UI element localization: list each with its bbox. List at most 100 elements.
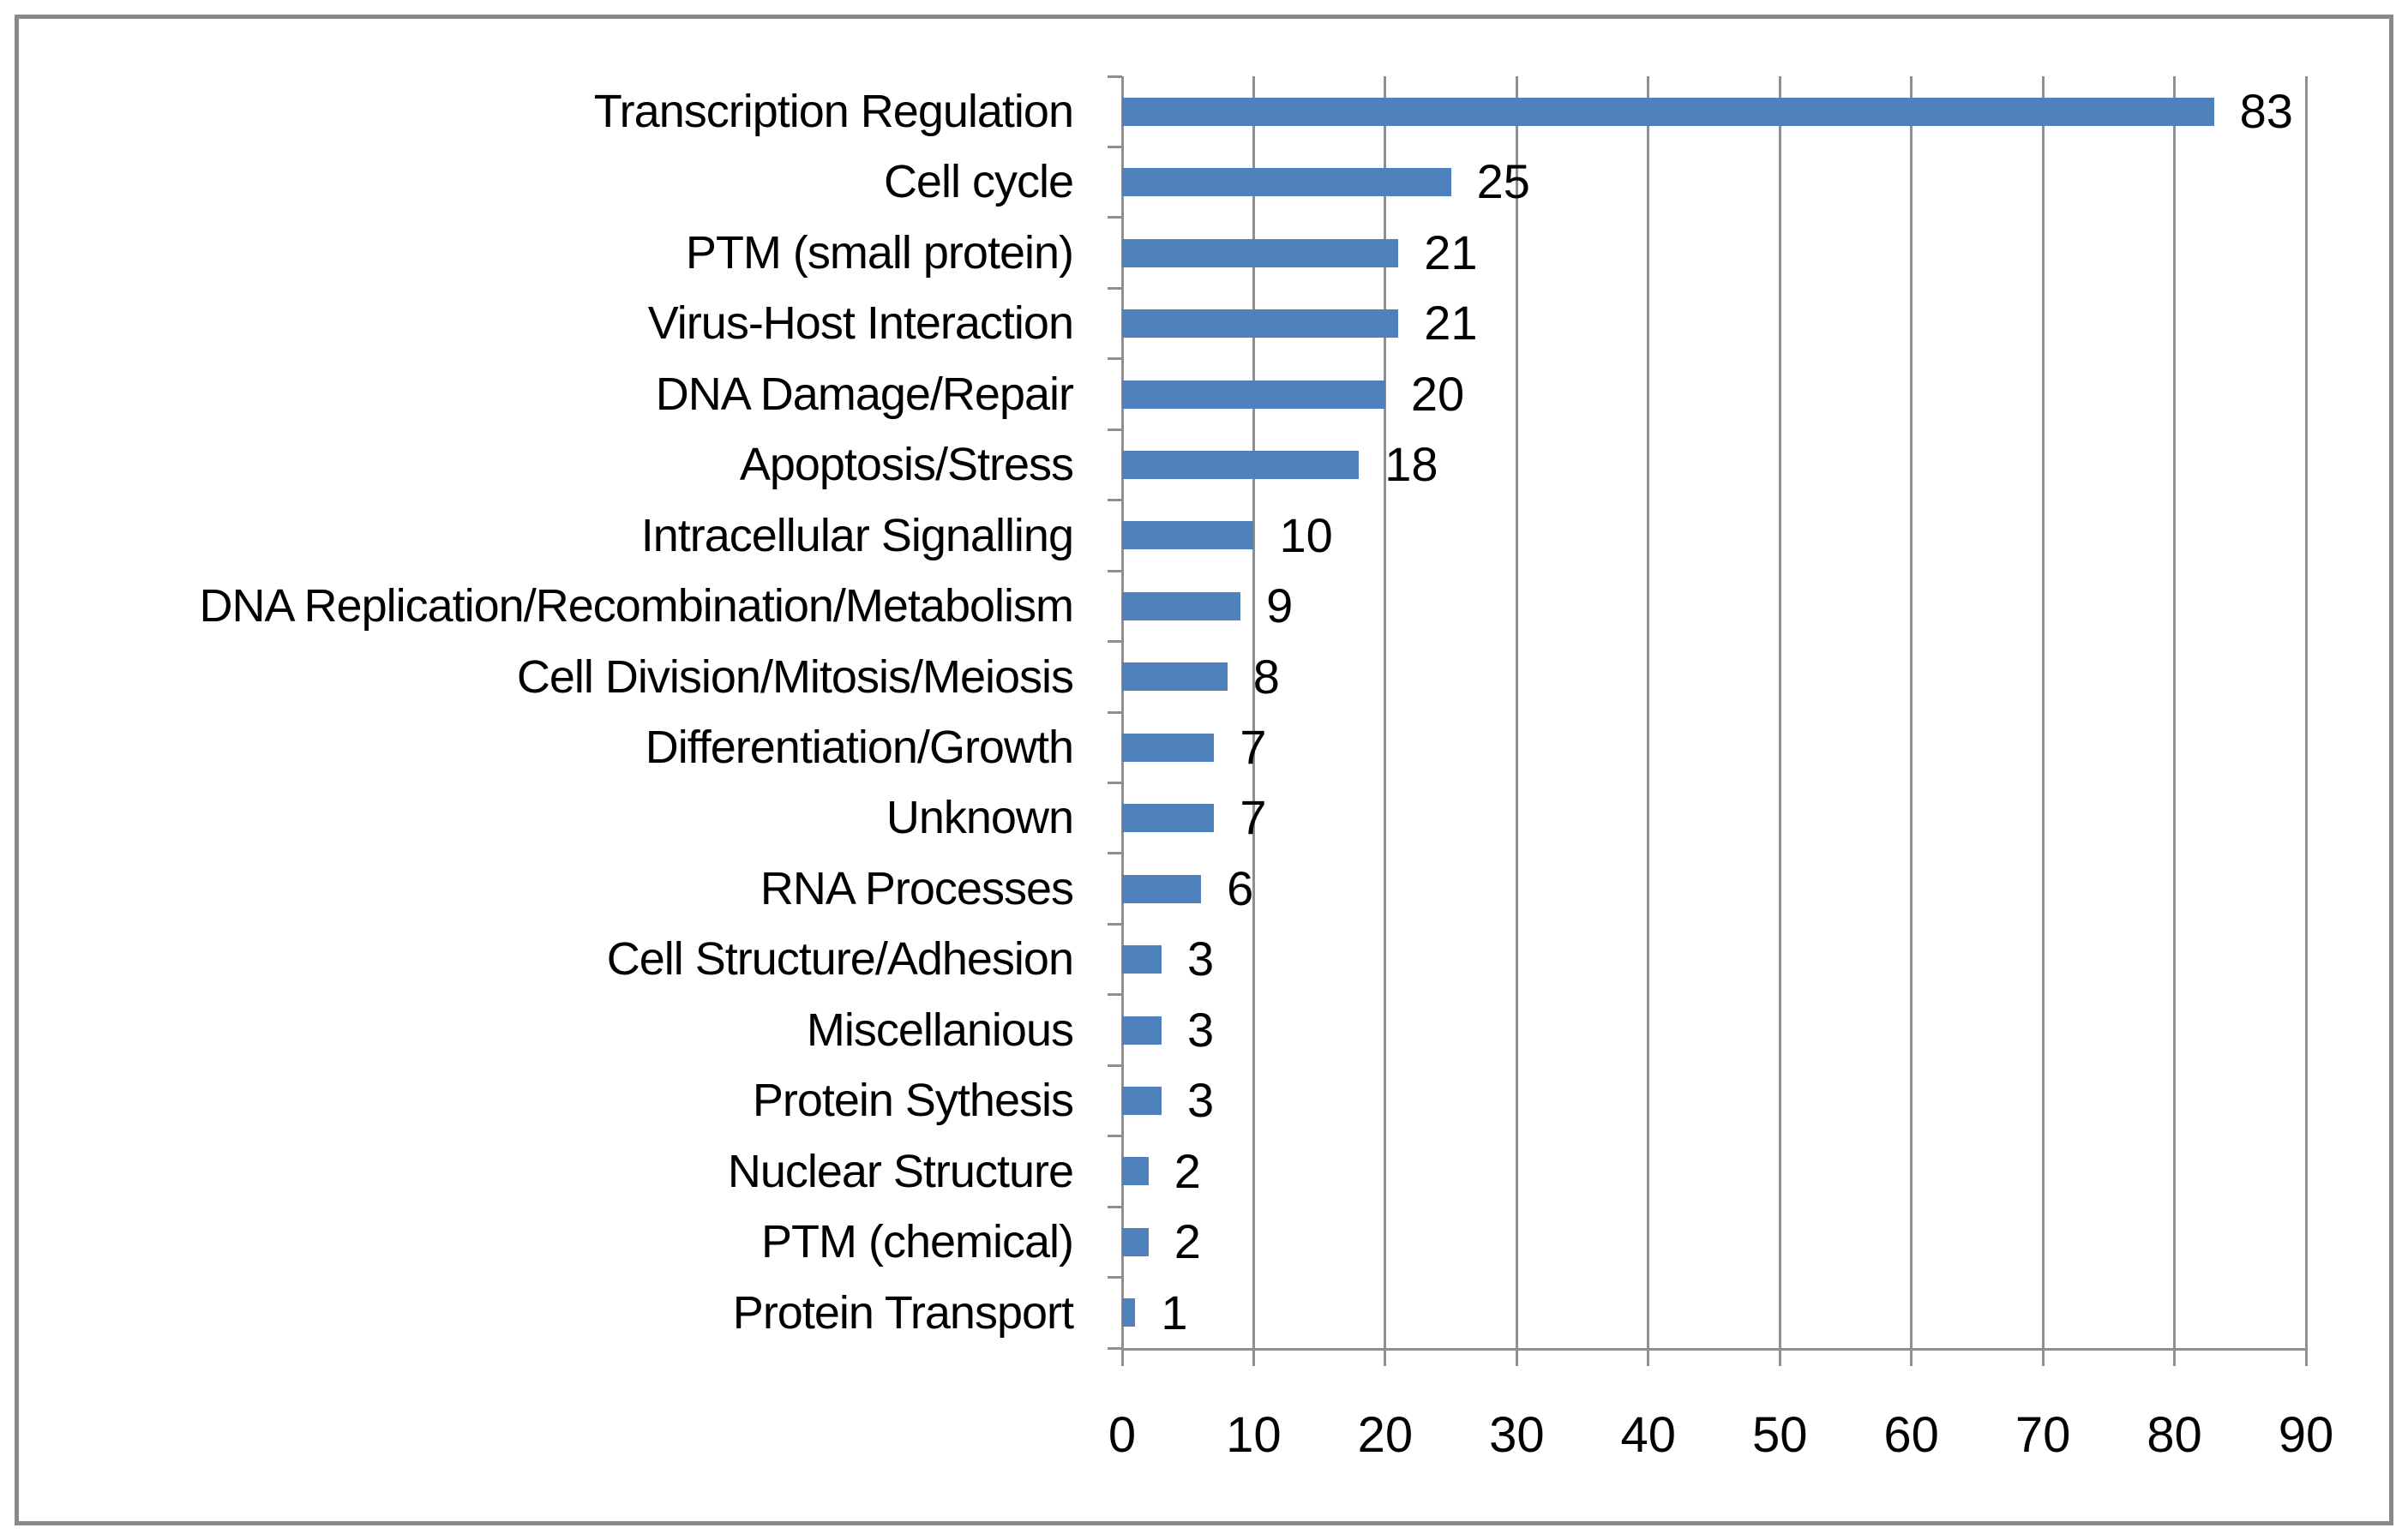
value-label: 83 (2239, 84, 2293, 138)
y-axis-tick-mark (1108, 1205, 1122, 1208)
x-axis-tick-label: 0 (1108, 1407, 1137, 1463)
bar (1122, 521, 1254, 550)
bar (1122, 662, 1228, 692)
x-axis-tick-mark (2304, 1348, 2308, 1366)
bar (1122, 168, 1451, 197)
y-axis-tick-mark (1108, 993, 1122, 997)
y-axis-tick-mark (1108, 216, 1122, 219)
category-label: PTM (chemical) (760, 1216, 1074, 1268)
value-label: 3 (1187, 1073, 1215, 1128)
category-label: Unknown (886, 792, 1074, 844)
category-label: DNA Replication/Recombination/Metabolism (199, 580, 1075, 632)
x-axis-tick-mark (1647, 1348, 1650, 1366)
bar (1122, 1157, 1149, 1186)
value-label: 18 (1384, 437, 1438, 492)
value-label: 10 (1279, 507, 1333, 562)
category-label: Cell Division/Mitosis/Meiosis (516, 650, 1074, 703)
y-axis-tick-mark (1108, 1135, 1122, 1138)
y-axis-tick-mark (1108, 145, 1122, 148)
bar (1122, 450, 1360, 479)
gridline (2304, 76, 2308, 1348)
category-label: Apoptosis/Stress (739, 439, 1074, 491)
y-axis-tick-mark (1108, 286, 1122, 290)
gridline (1647, 76, 1650, 1348)
bar (1122, 1298, 1136, 1327)
x-axis-tick-label: 50 (1751, 1407, 1808, 1463)
value-label: 3 (1187, 932, 1215, 986)
value-label: 21 (1424, 296, 1478, 351)
category-label: Intracellular Signalling (640, 509, 1074, 561)
y-axis-tick-mark (1108, 75, 1122, 78)
value-label: 2 (1174, 1214, 1201, 1269)
y-axis-tick-mark (1108, 781, 1122, 784)
gridline (1910, 76, 1913, 1348)
value-label: 7 (1240, 790, 1267, 845)
category-label: Virus-Host Interaction (647, 297, 1074, 350)
x-axis-tick-label: 40 (1620, 1407, 1677, 1463)
bar (1122, 733, 1215, 762)
value-label: 21 (1424, 225, 1478, 279)
value-label: 8 (1252, 649, 1280, 704)
category-label: Miscellanious (806, 1004, 1074, 1056)
y-axis-tick-mark (1108, 1276, 1122, 1279)
bar (1122, 804, 1215, 833)
category-label: PTM (small protein) (685, 226, 1074, 279)
bar (1122, 945, 1162, 974)
x-axis-tick-mark (1515, 1348, 1518, 1366)
value-label: 1 (1161, 1285, 1188, 1339)
y-axis-tick-mark (1108, 569, 1122, 572)
bar (1122, 1086, 1162, 1115)
x-axis-tick-label: 70 (2015, 1407, 2071, 1463)
y-axis-tick-mark (1108, 499, 1122, 502)
value-label: 6 (1227, 860, 1254, 915)
y-axis-tick-mark (1108, 1346, 1122, 1350)
gridline (2041, 76, 2045, 1348)
x-axis-tick-label: 90 (2278, 1407, 2334, 1463)
value-label: 25 (1476, 154, 1530, 209)
y-axis-tick-mark (1108, 357, 1122, 361)
x-axis-tick-label: 10 (1226, 1407, 1282, 1463)
x-axis-tick-label: 60 (1883, 1407, 1939, 1463)
bar (1122, 97, 2214, 126)
x-axis-tick-mark (1910, 1348, 1913, 1366)
gridline (1384, 76, 1387, 1348)
x-axis-tick-label: 80 (2147, 1407, 2202, 1463)
category-label: DNA Damage/Repair (655, 368, 1074, 420)
value-label: 2 (1174, 1143, 1201, 1198)
gridline (1252, 76, 1255, 1348)
category-label: Protein Transport (732, 1286, 1074, 1339)
value-label: 3 (1187, 1002, 1215, 1057)
y-axis-tick-mark (1108, 710, 1122, 714)
value-label: 20 (1410, 366, 1465, 421)
value-label: 7 (1240, 720, 1267, 774)
x-axis-tick-mark (2041, 1348, 2045, 1366)
gridline (1778, 76, 1781, 1348)
x-axis-tick-mark (1384, 1348, 1387, 1366)
x-axis-line (1122, 1348, 2308, 1351)
value-label: 9 (1266, 578, 1294, 633)
category-label: RNA Processes (760, 862, 1074, 914)
category-label: Cell cycle (883, 156, 1074, 208)
x-axis-tick-mark (2173, 1348, 2177, 1366)
y-axis-tick-mark (1108, 428, 1122, 431)
category-label: Nuclear Structure (727, 1145, 1074, 1197)
x-axis-tick-label: 20 (1357, 1407, 1414, 1463)
bar (1122, 1016, 1162, 1045)
category-axis-line (1120, 76, 1124, 1366)
category-label: Differentiation/Growth (645, 722, 1074, 773)
chart-frame-border (15, 15, 2393, 1525)
category-label: Protein Sythesis (752, 1075, 1074, 1127)
gridline (1515, 76, 1518, 1348)
y-axis-tick-mark (1108, 640, 1122, 644)
x-axis-tick-label: 30 (1489, 1407, 1545, 1463)
category-label: Transcription Regulation (593, 86, 1074, 137)
x-axis-tick-mark (1778, 1348, 1781, 1366)
bar (1122, 1227, 1149, 1256)
bar (1122, 238, 1399, 267)
y-axis-tick-mark (1108, 922, 1122, 926)
gridline (2173, 76, 2177, 1348)
bar (1122, 309, 1399, 339)
y-axis-tick-mark (1108, 852, 1122, 855)
y-axis-tick-mark (1108, 1064, 1122, 1067)
